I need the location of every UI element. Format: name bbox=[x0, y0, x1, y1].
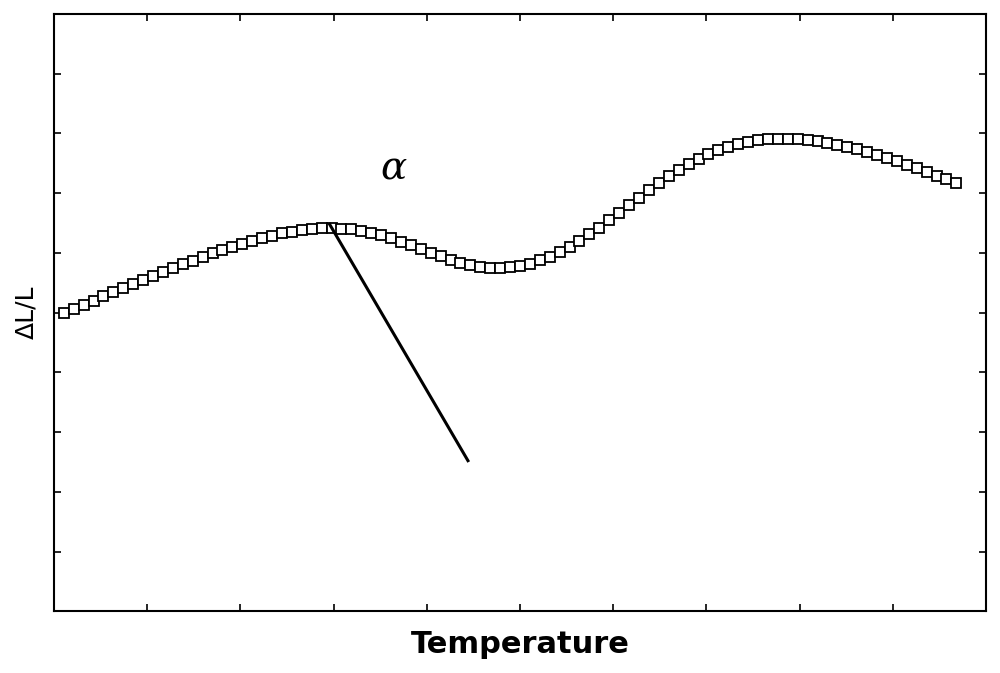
X-axis label: Temperature: Temperature bbox=[411, 630, 629, 659]
Text: α: α bbox=[380, 151, 406, 188]
Y-axis label: ΔL/L: ΔL/L bbox=[14, 286, 38, 339]
